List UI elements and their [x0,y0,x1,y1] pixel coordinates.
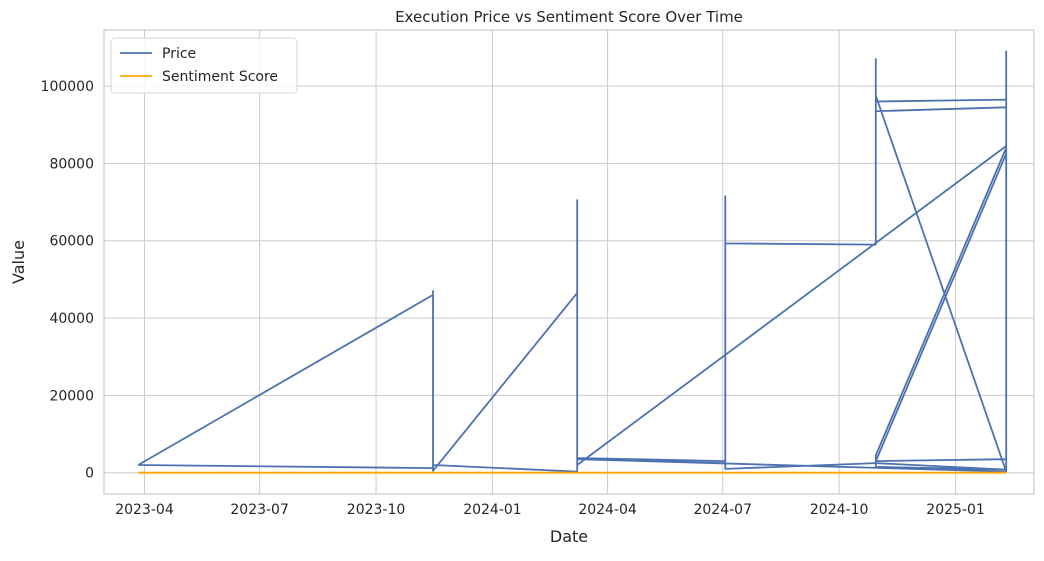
y-tick-labels: 0 20000 40000 60000 80000 100000 [41,79,94,482]
y-tick-label: 40000 [49,311,94,327]
legend-box [110,37,298,94]
plot-area [104,30,1034,494]
chart-title: Execution Price vs Sentiment Score Over … [395,8,743,26]
legend-label-price: Price [162,46,196,62]
series-line-price [137,50,1008,473]
series-layer [137,50,1008,474]
x-tick-labels: 2023-04 2023-07 2023-10 2024-01 2024-04 2024-… [115,502,985,518]
y-tick-label: 0 [85,466,94,482]
y-axis-label: Value [9,240,28,284]
x-tick-label: 2024-04 [578,502,637,518]
x-tick-label: 2025-01 [926,502,985,518]
y-tick-label: 100000 [41,79,94,95]
x-gridlines [143,30,957,494]
legend: Price Sentiment Score [110,37,298,94]
y-tick-label: 60000 [49,234,94,250]
y-tick-label: 80000 [49,156,94,172]
plot-frame [103,29,1035,495]
x-tick-label: 2024-01 [463,502,522,518]
x-axis-label: Date [550,527,588,546]
x-tick-label: 2024-07 [693,502,752,518]
x-tick-label: 2023-10 [347,502,406,518]
x-tick-label: 2024-10 [810,502,869,518]
x-tick-label: 2023-07 [230,502,289,518]
x-tick-label: 2023-04 [115,502,174,518]
y-tick-label: 20000 [49,388,94,404]
legend-label-sentiment-score: Sentiment Score [162,69,278,85]
